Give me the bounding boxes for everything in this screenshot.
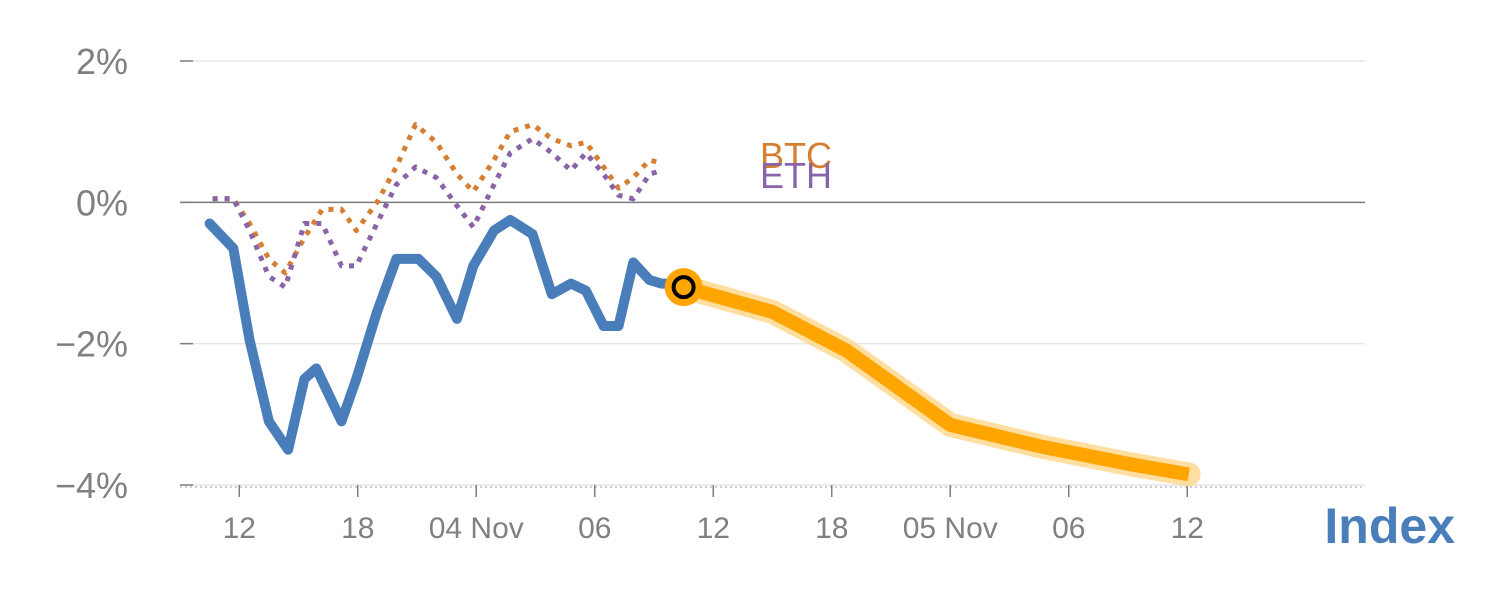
series-label-eth: ETH	[760, 155, 832, 196]
y-tick-label: −4%	[55, 465, 128, 506]
x-tick-label: 18	[815, 512, 848, 545]
x-tick-label: 06	[578, 512, 611, 545]
series-line-btc	[212, 122, 663, 276]
axes: 2% 0% −2% −4% 12 18 04 Nov 06 12 18 05 Nov 06 12	[55, 41, 1365, 545]
x-tick-label: 12	[697, 512, 730, 545]
series-label-btc: BTC	[760, 135, 832, 176]
y-tick-label: 2%	[76, 41, 128, 82]
index-label: Index	[1324, 498, 1455, 554]
x-tick-label: 12	[223, 512, 256, 545]
y-tick-label: 0%	[76, 182, 128, 223]
x-tick-label: 06	[1052, 512, 1085, 545]
y-tick-label: −2%	[55, 324, 128, 365]
x-tick-label: 05 Nov	[903, 512, 998, 545]
series-line-index	[204, 215, 677, 455]
forecast-line	[681, 280, 1190, 482]
series-labels: BTC ETH Index	[760, 135, 1455, 554]
x-tick-label: 18	[341, 512, 374, 545]
gridlines	[180, 60, 1365, 486]
current-marker-dot	[671, 275, 696, 300]
series-lines	[204, 122, 1201, 487]
x-tick-label: 12	[1171, 512, 1204, 545]
x-tick-label: 04 Nov	[429, 512, 524, 545]
series-line-eth	[212, 136, 663, 290]
